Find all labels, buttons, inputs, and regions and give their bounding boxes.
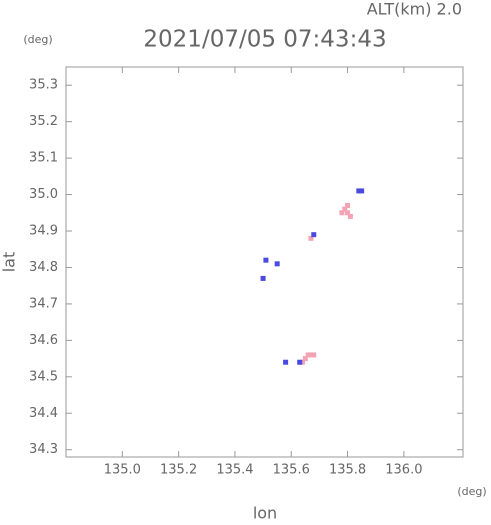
echo-point	[308, 352, 314, 358]
echo-point	[342, 206, 348, 212]
y-tick-label: 34.4	[29, 406, 58, 421]
x-tick-label: 136.0	[385, 463, 422, 478]
echo-point	[311, 352, 317, 358]
x-tick-label: 135.2	[160, 463, 197, 478]
echo-point	[302, 356, 308, 362]
echo-point	[356, 188, 362, 194]
echo-point	[297, 359, 303, 365]
y-tick-label: 35.2	[29, 114, 58, 129]
x-unit: (deg)	[457, 485, 486, 498]
echo-point	[308, 235, 314, 241]
echo-point	[263, 257, 269, 263]
altitude-label: ALT(km) 2.0	[367, 0, 462, 19]
echo-point	[347, 213, 353, 219]
echo-point	[359, 188, 365, 194]
y-tick-label: 34.9	[29, 224, 58, 239]
echo-point	[339, 210, 345, 216]
echo-point	[260, 275, 266, 281]
x-tick-label: 135.0	[104, 463, 141, 478]
echo-point	[283, 359, 289, 365]
y-tick-label: 34.6	[29, 333, 58, 348]
chart-title: 2021/07/05 07:43:43	[143, 27, 386, 53]
echo-point	[300, 359, 306, 365]
y-tick-label: 35.3	[29, 78, 58, 93]
x-tick-label: 135.4	[216, 463, 253, 478]
y-tick-label: 35.1	[29, 151, 58, 166]
y-tick-label: 34.7	[29, 296, 58, 311]
echo-point	[345, 210, 351, 216]
echo-point	[311, 232, 317, 238]
y-tick-label: 34.8	[29, 260, 58, 275]
y-tick-label: 34.5	[29, 369, 58, 384]
x-tick-label: 135.6	[273, 463, 310, 478]
echo-point	[274, 261, 280, 267]
echo-point	[305, 352, 311, 358]
y-axis-label: lat	[0, 252, 19, 273]
plot-frame	[65, 66, 464, 458]
x-tick-label: 135.8	[329, 463, 366, 478]
echo-point	[345, 203, 351, 209]
x-axis-label: lon	[253, 504, 277, 522]
y-tick-label: 35.0	[29, 187, 58, 202]
y-unit: (deg)	[23, 33, 52, 46]
y-tick-label: 34.3	[29, 442, 58, 457]
